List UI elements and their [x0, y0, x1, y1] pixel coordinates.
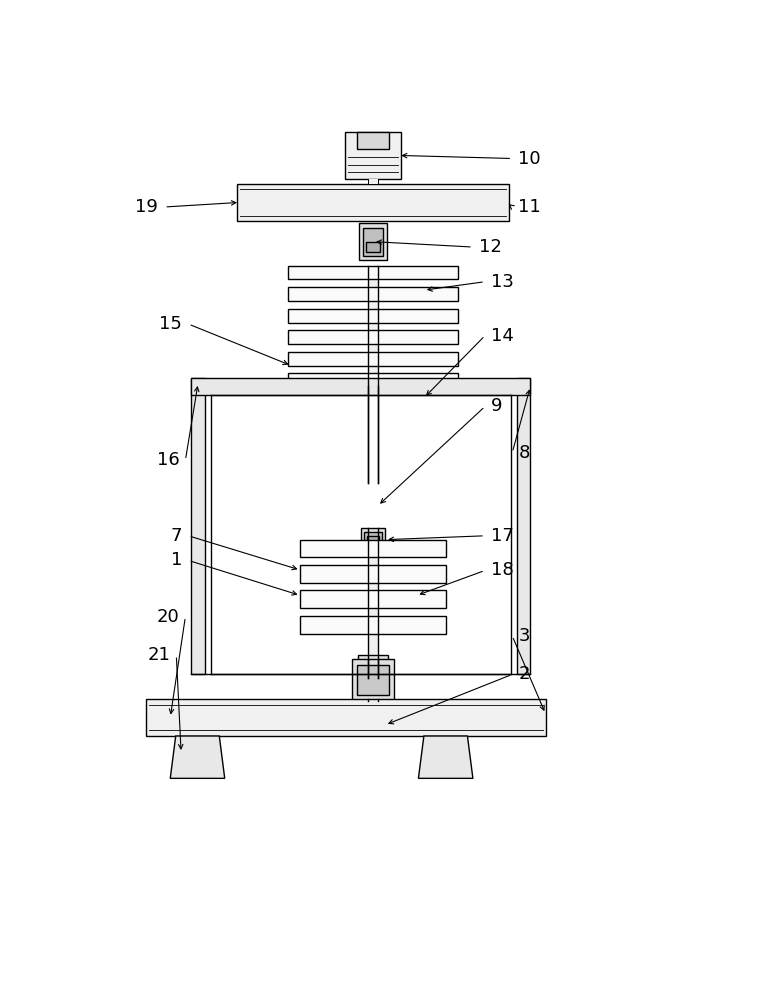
Text: 17: 17 — [491, 527, 514, 545]
Text: 19: 19 — [135, 198, 158, 216]
Bar — [288, 330, 458, 344]
Text: 20: 20 — [156, 608, 180, 626]
Bar — [358, 655, 388, 678]
Bar — [237, 184, 509, 221]
Bar — [366, 242, 380, 252]
Polygon shape — [419, 736, 473, 778]
Bar — [301, 590, 446, 608]
Bar — [368, 386, 378, 483]
Bar — [357, 132, 390, 149]
Text: 8: 8 — [519, 444, 530, 462]
Bar — [517, 378, 530, 674]
Bar — [288, 395, 458, 409]
Bar — [191, 378, 205, 674]
Bar — [364, 532, 382, 547]
Text: 9: 9 — [491, 397, 502, 415]
Bar — [368, 179, 379, 184]
Bar — [301, 616, 446, 634]
Bar — [288, 287, 458, 301]
Text: 14: 14 — [491, 327, 514, 345]
Bar — [288, 352, 458, 366]
Bar — [344, 132, 401, 179]
Bar — [288, 373, 458, 387]
Bar — [288, 266, 458, 279]
Bar — [301, 565, 446, 583]
Text: 2: 2 — [519, 665, 530, 683]
Bar — [362, 228, 383, 256]
Bar — [301, 540, 446, 557]
Polygon shape — [170, 736, 225, 778]
Bar — [191, 378, 530, 395]
Bar — [368, 266, 379, 483]
Text: 13: 13 — [491, 273, 514, 291]
Bar — [367, 536, 379, 545]
Bar — [191, 378, 530, 674]
Text: 3: 3 — [519, 627, 530, 645]
Bar — [364, 466, 382, 483]
Text: 18: 18 — [491, 561, 514, 579]
Bar — [361, 661, 385, 674]
Text: 11: 11 — [519, 198, 541, 216]
Text: 21: 21 — [148, 646, 170, 664]
Text: 15: 15 — [159, 315, 182, 333]
Bar — [288, 438, 458, 452]
Text: 10: 10 — [519, 149, 541, 167]
Bar — [359, 223, 387, 260]
Text: 7: 7 — [171, 527, 182, 545]
Bar — [288, 416, 458, 430]
Bar — [351, 659, 394, 701]
Bar — [357, 665, 390, 695]
Bar — [368, 528, 379, 678]
Bar — [146, 699, 545, 736]
Text: 16: 16 — [156, 451, 180, 469]
Bar — [288, 309, 458, 323]
Text: 1: 1 — [171, 551, 182, 569]
Bar — [361, 528, 385, 551]
Text: 12: 12 — [479, 238, 502, 256]
